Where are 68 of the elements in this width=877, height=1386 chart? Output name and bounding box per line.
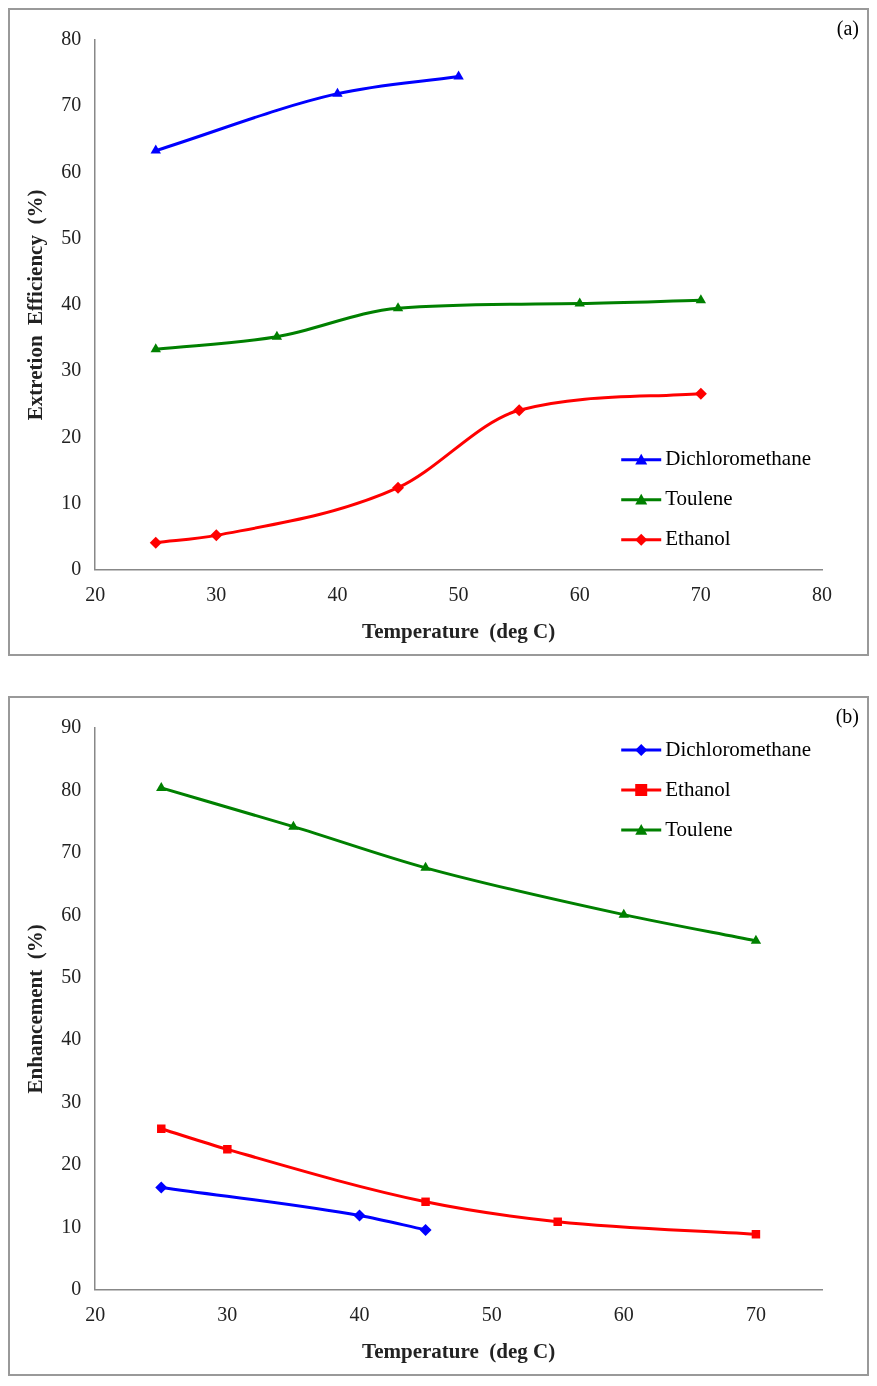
y-tick-label: 40: [61, 1027, 82, 1050]
y-axis-title: Extretion Efficiency (%): [23, 189, 48, 421]
legend-label: Ethanol: [665, 526, 731, 551]
text: (b): [835, 705, 859, 729]
x-tick-label: 60: [613, 1303, 634, 1326]
point: [420, 861, 431, 871]
y-tick-label: 70: [61, 93, 82, 116]
point: [156, 781, 167, 791]
y-tick-label: 90: [61, 715, 82, 738]
point: [694, 387, 707, 400]
point: [392, 481, 405, 494]
point: [513, 404, 526, 417]
point: [288, 820, 299, 830]
y-tick-label: 10: [61, 1214, 82, 1237]
x-tick-label: 60: [569, 583, 590, 606]
y-tick-label: 0: [71, 557, 82, 580]
y-tick-label: 30: [61, 358, 82, 381]
x-tick-label: 70: [745, 1303, 766, 1326]
legend-label: Toulene: [665, 486, 733, 511]
point: [695, 294, 707, 304]
y-tick-label: 50: [61, 225, 82, 248]
y-tick-label: 40: [61, 292, 82, 315]
y-tick-label: 60: [61, 902, 82, 925]
point: [150, 343, 161, 353]
x-tick-label: 30: [206, 583, 227, 606]
y-tick-label: 80: [61, 27, 82, 50]
x-tick-label: 30: [217, 1303, 238, 1326]
point: [149, 536, 162, 549]
x-tick-label: 40: [327, 583, 348, 606]
x-axis-title: Temperature (deg C): [362, 618, 556, 643]
legend-label: Ethanol: [665, 776, 731, 801]
point: [155, 1181, 168, 1194]
point: [157, 1124, 166, 1133]
y-tick-label: 70: [61, 840, 82, 863]
point: [419, 1223, 432, 1236]
x-tick-label: 80: [812, 583, 832, 606]
point: [392, 302, 404, 312]
x-tick-label: 20: [85, 583, 106, 606]
point: [353, 1209, 366, 1222]
point: [553, 1217, 562, 1226]
x-tick-label: 50: [448, 583, 469, 606]
x-axis-title: Temperature (deg C): [362, 1338, 556, 1363]
y-tick-label: 10: [61, 490, 82, 513]
y-tick-label: 20: [61, 1152, 82, 1175]
point: [421, 1197, 430, 1207]
point: [150, 144, 161, 154]
x-tick-label: 20: [85, 1303, 106, 1326]
point: [750, 934, 762, 944]
point: [223, 1145, 232, 1154]
y-axis-title: Enhancement (%): [23, 924, 48, 1094]
point: [618, 908, 629, 918]
x-tick-label: 40: [349, 1303, 370, 1326]
point: [271, 330, 283, 340]
text: (a): [836, 17, 859, 41]
legend-label: Dichloromethane: [665, 736, 811, 761]
x-tick-label: 70: [690, 583, 711, 606]
x-tick-label: 50: [481, 1303, 502, 1326]
y-tick-label: 50: [61, 964, 82, 987]
y-tick-label: 30: [61, 1089, 82, 1112]
y-tick-label: 60: [61, 159, 82, 182]
y-tick-label: 0: [71, 1277, 82, 1300]
point: [210, 529, 223, 542]
point: [332, 87, 343, 97]
legend-label: Toulene: [665, 816, 733, 841]
y-tick-label: 20: [61, 424, 82, 447]
legend-label: Dichloromethane: [665, 446, 811, 471]
point: [574, 297, 585, 307]
y-tick-label: 80: [61, 777, 82, 800]
